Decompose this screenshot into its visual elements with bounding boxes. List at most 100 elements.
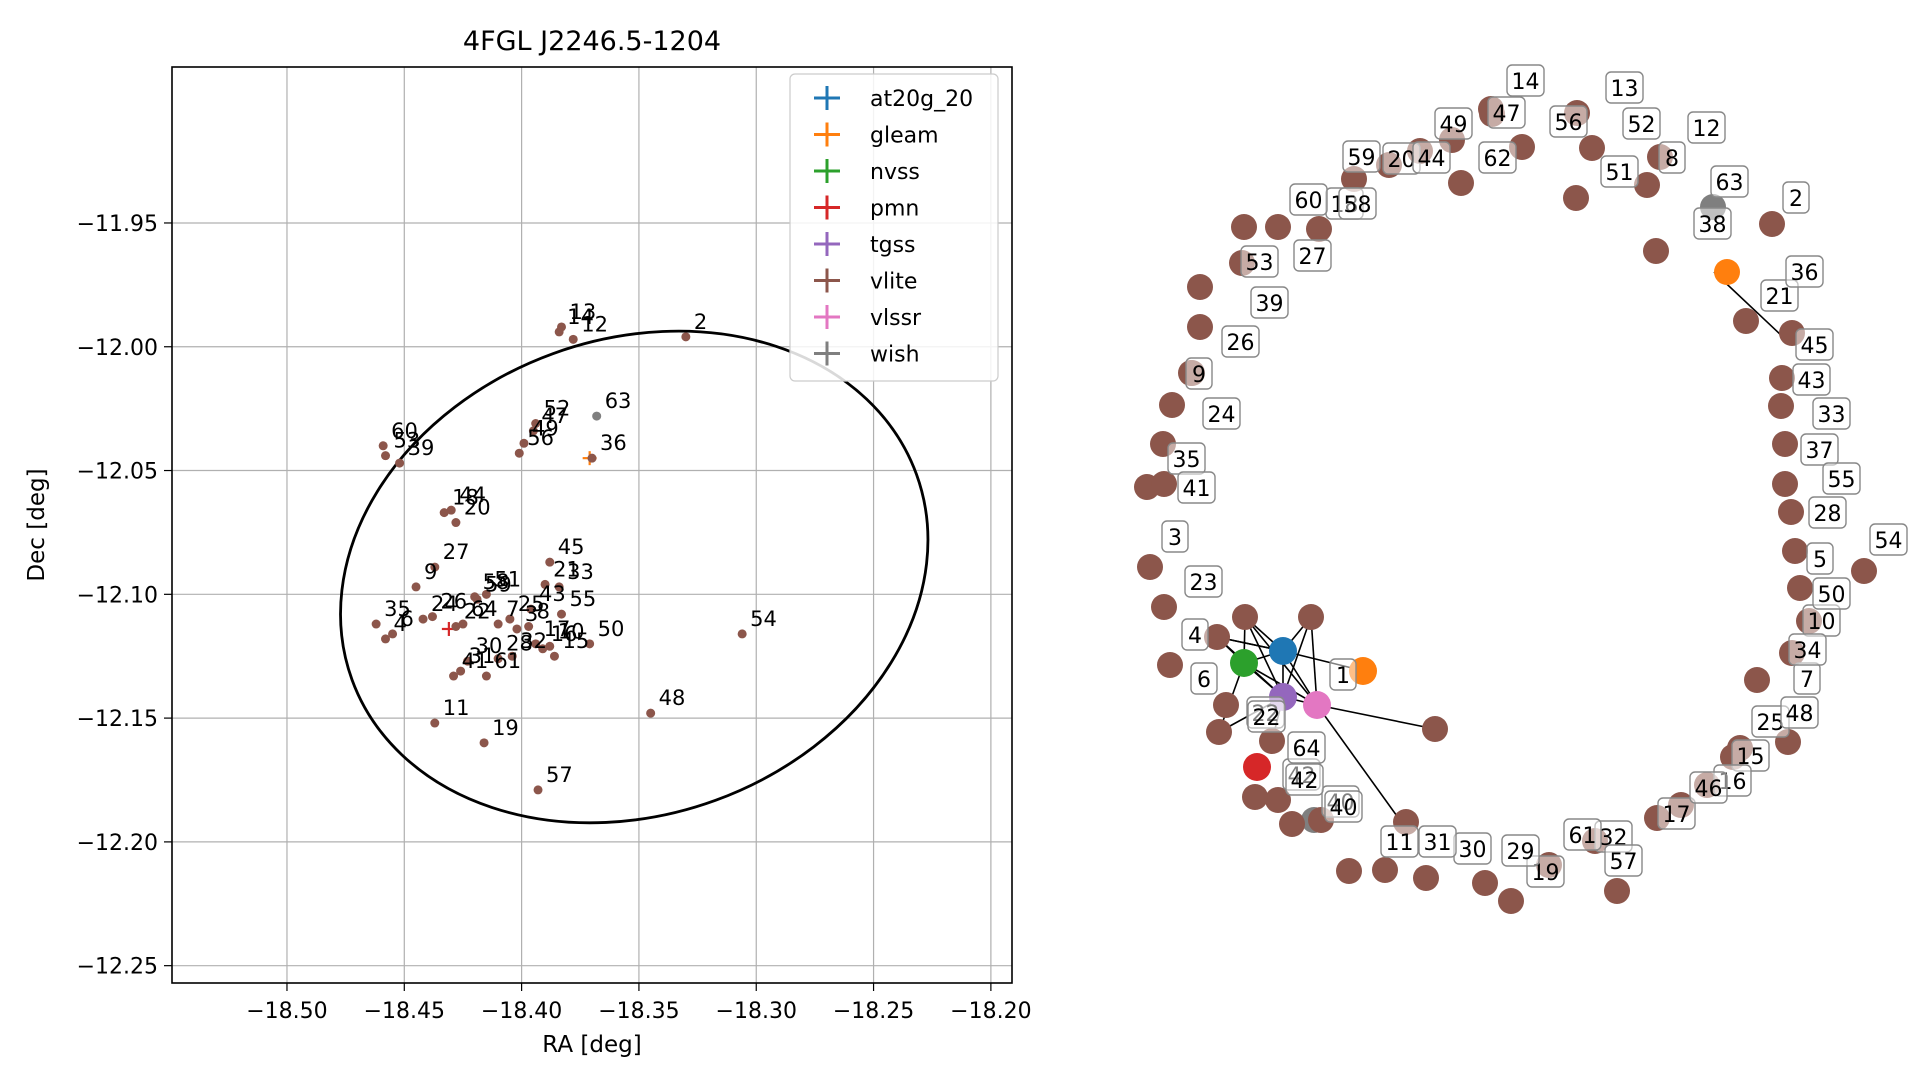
point-label: 7 — [506, 597, 519, 621]
point-label: 2 — [694, 310, 707, 334]
point-label: 48 — [659, 686, 686, 710]
ring-node — [1157, 652, 1183, 678]
point-label: 24 — [431, 592, 458, 616]
vlite-point — [430, 718, 440, 728]
node-label: 22 — [1253, 706, 1281, 731]
node-label-box — [1657, 797, 1696, 830]
node-label-box — [1785, 255, 1824, 288]
node-label: 43 — [1798, 369, 1826, 394]
node-label-box — [1161, 520, 1189, 553]
node-label: 30 — [1459, 838, 1487, 863]
ring-node — [1604, 878, 1630, 904]
vlite-point — [493, 654, 503, 664]
node-label: 55 — [1828, 468, 1856, 493]
node-label: 3 — [1168, 526, 1182, 551]
point-label: 54 — [750, 607, 777, 631]
node-label: 57 — [1610, 850, 1638, 875]
node-label: 2 — [1789, 187, 1803, 212]
node-label-box — [1812, 397, 1851, 430]
legend-entry: gleam — [870, 124, 939, 149]
node-label-box — [1293, 239, 1332, 272]
ring-node — [1759, 211, 1785, 237]
vlite-point — [646, 708, 656, 718]
node-label-box — [1622, 107, 1661, 140]
point-label: 15 — [562, 629, 589, 653]
vlite-point — [545, 641, 555, 651]
legend-entry: wish — [870, 343, 920, 368]
node-label: 6 — [1197, 668, 1211, 693]
x-tick-label: −18.30 — [716, 999, 797, 1024]
vlite-point — [493, 619, 503, 629]
vlite-node — [1298, 604, 1324, 630]
node-label: 17 — [1663, 803, 1691, 828]
vlite-point — [472, 594, 482, 604]
y-tick-label: −12.00 — [77, 336, 158, 361]
point-label: 50 — [598, 617, 625, 641]
node-label: 25 — [1757, 711, 1785, 736]
vlite-point — [505, 614, 515, 624]
vlssr-node — [1303, 691, 1331, 719]
node-label-box — [1600, 155, 1639, 188]
vlite-point — [481, 671, 491, 681]
ring-node — [1643, 238, 1669, 264]
node-label-box — [1605, 71, 1644, 104]
ring-node — [1231, 214, 1257, 240]
point-label: 26 — [440, 590, 467, 614]
ring-node — [1714, 259, 1740, 285]
node-label: 23 — [1190, 571, 1218, 596]
point-label: 53 — [394, 429, 421, 453]
node-label: 24 — [1208, 403, 1236, 428]
ring-node — [1306, 216, 1332, 242]
point-label: 61 — [494, 649, 521, 673]
node-label: 54 — [1875, 529, 1903, 554]
node-label-box — [1487, 96, 1526, 129]
vlite-point — [507, 651, 517, 661]
ring-node — [1336, 858, 1362, 884]
node-label: 12 — [1693, 117, 1721, 142]
ring-node — [1768, 393, 1794, 419]
vlite-point — [430, 562, 440, 572]
graph-nodes — [1134, 96, 1877, 914]
node-label-box — [1342, 140, 1381, 173]
point-label: 31 — [469, 644, 496, 668]
vlite-point — [446, 505, 456, 515]
node-label: 11 — [1386, 831, 1414, 856]
ring-node — [1151, 471, 1177, 497]
node-label-box — [1869, 523, 1908, 556]
vlite-point — [451, 622, 461, 632]
node-label-box — [1185, 357, 1213, 390]
node-label-box — [1184, 565, 1223, 598]
node-label: 48 — [1786, 702, 1814, 727]
point-label: 6 — [401, 607, 414, 631]
vlite-point — [449, 671, 459, 681]
node-label: 59 — [1348, 146, 1376, 171]
node-label: 51 — [1606, 161, 1634, 186]
point-label: 45 — [558, 535, 585, 559]
ring-node — [1279, 811, 1305, 837]
node-label: 44 — [1418, 147, 1446, 172]
node-label-box — [1329, 658, 1357, 691]
node-label-box — [1380, 825, 1419, 858]
point-label: 16 — [551, 622, 578, 646]
node-label: 34 — [1794, 639, 1822, 664]
node-label: 4 — [1188, 624, 1202, 649]
ring-node — [1772, 471, 1798, 497]
point-label: 10 — [558, 619, 585, 643]
node-label: 1 — [1336, 664, 1350, 689]
node-label: 8 — [1665, 147, 1679, 172]
vlite-point — [381, 451, 391, 461]
node-label: 9 — [1192, 363, 1206, 388]
y-axis-label: Dec [deg] — [24, 468, 50, 581]
vlite-point — [554, 327, 564, 337]
node-label-box — [1822, 462, 1861, 495]
node-label: 45 — [1801, 334, 1829, 359]
node-label-box — [1501, 834, 1540, 867]
node-label-box — [1795, 328, 1834, 361]
ring-node — [1733, 308, 1759, 334]
point-label: 56 — [527, 426, 554, 450]
node-label: 37 — [1806, 439, 1834, 464]
point-label: 8 — [537, 600, 550, 624]
node-label: 28 — [1814, 502, 1842, 527]
node-label-box — [1687, 111, 1726, 144]
